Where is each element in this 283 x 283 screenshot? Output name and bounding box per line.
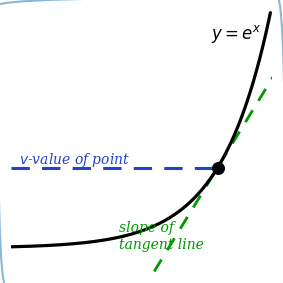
- Text: $v$-value of point: $v$-value of point: [19, 151, 130, 169]
- Text: $y = e^x$: $y = e^x$: [211, 23, 262, 45]
- Text: slope of
tangent line: slope of tangent line: [119, 221, 204, 252]
- Point: [215, 165, 220, 170]
